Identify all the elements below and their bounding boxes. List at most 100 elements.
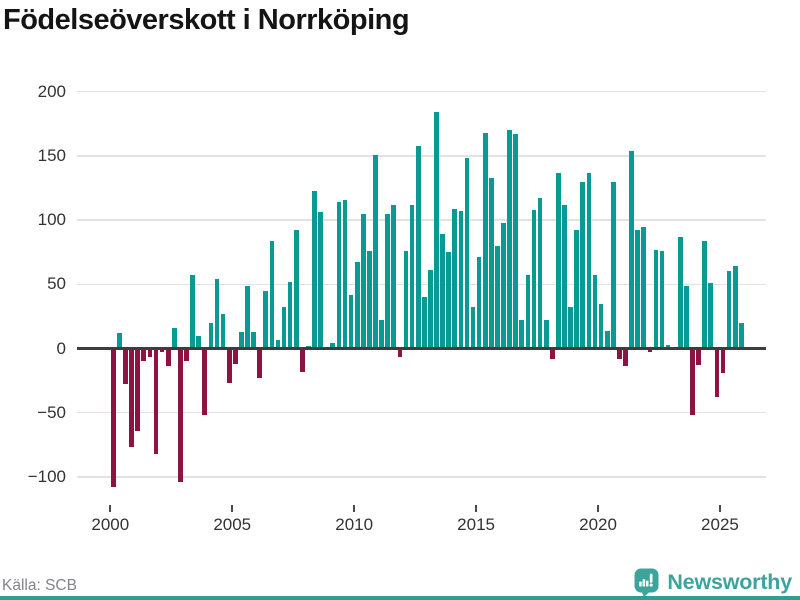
bar-2020-Q4 — [617, 348, 622, 359]
bottom-accent-strip — [0, 596, 800, 600]
bar-2009-Q4 — [348, 294, 354, 349]
bar-2023-Q4 — [690, 348, 695, 416]
gridline-−50 — [77, 412, 766, 414]
bar-2025-Q1 — [720, 348, 726, 373]
x-axis-label-2000: 2000 — [91, 515, 130, 534]
bar-2021-Q3 — [635, 230, 640, 349]
x-axis-tick-2000 — [109, 505, 112, 512]
bar-2012-Q3 — [415, 145, 421, 349]
y-axis-label-0: 0 — [56, 338, 66, 358]
bar-2019-Q2 — [580, 181, 586, 349]
x-axis-tick-2005 — [231, 505, 234, 512]
x-axis-label-2020: 2020 — [579, 515, 617, 534]
bar-2024-Q3 — [708, 283, 714, 349]
bar-2005-Q2 — [239, 331, 244, 349]
bar-2016-Q4 — [519, 320, 525, 349]
bar-2016-Q3 — [513, 134, 519, 349]
bar-2006-Q1 — [257, 348, 262, 379]
bar-2009-Q3 — [342, 199, 348, 349]
zero-axis-line — [77, 347, 766, 350]
bar-2021-Q4 — [641, 226, 647, 349]
bar-2002-Q3 — [171, 327, 177, 349]
bar-2023-Q3 — [684, 285, 689, 349]
y-axis-label-150: 150 — [37, 145, 66, 165]
y-axis-label-200: 200 — [37, 81, 66, 101]
y-axis-label-100: 100 — [37, 210, 66, 230]
x-axis-label-2025: 2025 — [701, 515, 739, 534]
gridline-200 — [77, 91, 766, 93]
bar-2008-Q2 — [312, 190, 317, 349]
x-axis-label-2010: 2010 — [335, 515, 374, 534]
bar-2015-Q4 — [495, 245, 500, 349]
bar-2011-Q2 — [385, 213, 391, 349]
bar-2003-Q3 — [196, 335, 202, 349]
bar-2008-Q3 — [318, 212, 323, 349]
bar-2003-Q1 — [184, 348, 189, 362]
bar-2015-Q2 — [482, 132, 488, 349]
y-axis-label-50: 50 — [47, 274, 66, 294]
x-axis-tick-2020 — [597, 505, 600, 512]
bar-2002-Q4 — [178, 348, 183, 483]
bar-2020-Q3 — [610, 181, 616, 349]
x-axis-label-2015: 2015 — [457, 515, 495, 534]
brand-name: Newsworthy — [667, 570, 792, 594]
bar-2019-Q4 — [592, 275, 598, 349]
bar-2007-Q1 — [281, 307, 287, 349]
bar-2013-Q2 — [434, 112, 439, 349]
brand-lockup: Newsworthy — [634, 568, 792, 597]
bar-2018-Q4 — [568, 307, 573, 349]
bar-2005-Q3 — [245, 285, 250, 349]
bar-2019-Q1 — [574, 230, 580, 349]
bar-2025-Q2 — [726, 271, 732, 349]
bar-2025-Q4 — [738, 322, 744, 349]
newsworthy-logo-icon — [634, 568, 659, 597]
bar-2014-Q3 — [464, 158, 470, 349]
bar-2002-Q2 — [165, 348, 171, 367]
bar-2018-Q3 — [562, 204, 567, 349]
x-axis-tick-2010 — [353, 505, 356, 512]
bar-2004-Q4 — [226, 348, 232, 384]
bar-2018-Q2 — [556, 172, 561, 349]
bar-2017-Q2 — [531, 209, 537, 349]
bar-2000-Q1 — [111, 348, 116, 488]
bar-2022-Q1 — [647, 348, 653, 353]
bar-2011-Q3 — [391, 204, 397, 349]
gridline-150 — [77, 155, 766, 157]
bar-2011-Q4 — [397, 348, 403, 358]
bar-2016-Q1 — [501, 222, 506, 349]
bar-2012-Q2 — [409, 204, 415, 349]
bar-2014-Q4 — [470, 307, 476, 349]
bar-2010-Q3 — [367, 250, 372, 349]
bar-2004-Q2 — [214, 279, 220, 349]
bar-2000-Q2 — [117, 333, 122, 349]
bar-2013-Q1 — [428, 270, 433, 349]
bar-2005-Q1 — [232, 348, 238, 364]
bar-2009-Q1 — [330, 343, 336, 349]
bar-2010-Q2 — [360, 213, 366, 349]
bar-2024-Q4 — [714, 348, 720, 398]
x-axis-tick-2025 — [718, 505, 721, 512]
bar-2000-Q4 — [129, 348, 134, 448]
gridline-−100 — [77, 476, 766, 478]
bar-2001-Q2 — [141, 348, 147, 362]
bar-2010-Q4 — [373, 154, 378, 349]
bar-2003-Q2 — [190, 275, 195, 349]
bar-2011-Q1 — [379, 320, 384, 349]
bar-2002-Q1 — [159, 348, 165, 353]
birth-surplus-bar-chart: 200 150 100 50 0 −50 −100 2000 2005 2010 2015 2020 2… — [28, 81, 766, 534]
bar-2015-Q1 — [476, 257, 482, 349]
bar-2012-Q4 — [421, 297, 427, 349]
bar-2020-Q1 — [598, 303, 604, 349]
bar-2024-Q2 — [702, 240, 708, 349]
bar-2007-Q3 — [293, 230, 299, 349]
bar-2009-Q2 — [336, 202, 342, 349]
source-note: Källa: SCB — [2, 577, 77, 594]
bar-2013-Q3 — [440, 234, 445, 349]
bar-2022-Q3 — [659, 250, 665, 349]
bar-2001-Q1 — [135, 348, 141, 431]
bar-2018-Q1 — [549, 348, 555, 359]
bar-2004-Q1 — [208, 322, 214, 349]
bar-2012-Q1 — [403, 250, 409, 349]
bar-2021-Q1 — [623, 348, 628, 367]
